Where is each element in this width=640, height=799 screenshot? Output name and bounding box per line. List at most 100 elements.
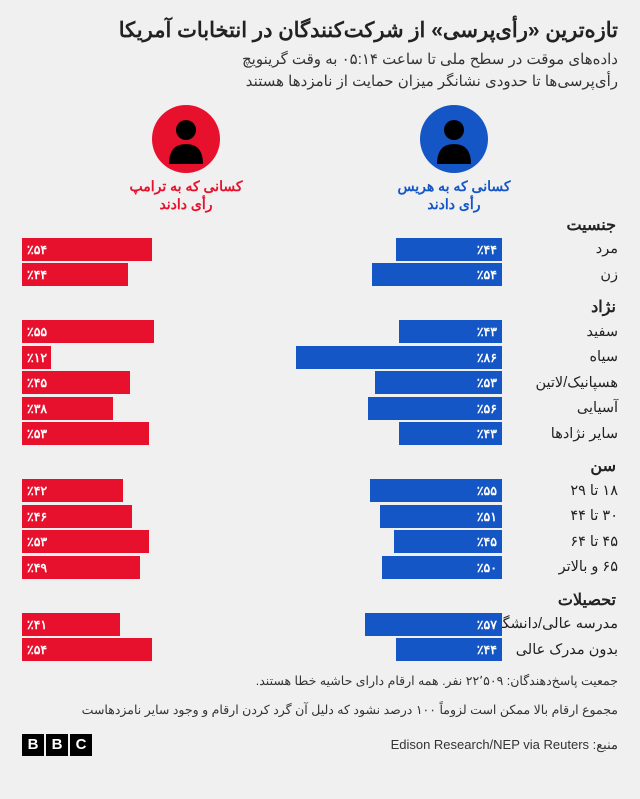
trump-half: ٪۴۲ <box>22 479 262 502</box>
trump-bar: ٪۴۲ <box>22 479 123 502</box>
chart-row: زن٪۵۴٪۴۴ <box>22 263 618 286</box>
trump-half: ٪۴۵ <box>22 371 262 394</box>
trump-half: ٪۳۸ <box>22 397 262 420</box>
trump-avatar <box>152 105 220 173</box>
subtitle: داده‌های موقت در سطح ملی تا ساعت ۰۵:۱۴ ب… <box>22 49 618 93</box>
person-icon <box>429 114 479 164</box>
trump-bar: ٪۵۵ <box>22 320 154 343</box>
trump-bar: ٪۴۵ <box>22 371 130 394</box>
bbc-letter: C <box>70 734 92 756</box>
harris-bar: ٪۴۴ <box>396 638 502 661</box>
chart-row: سیاه٪۸۶ ٪۱۲ <box>22 346 618 369</box>
harris-half: ٪۸۶ <box>262 346 502 369</box>
row-bars: ٪۵۴ ٪۴۴ <box>22 263 502 286</box>
trump-half: ٪۴۱ <box>22 613 262 636</box>
harris-bar: ٪۵۷ <box>365 613 502 636</box>
row-bars: ٪۵۵ ٪۴۲ <box>22 479 502 502</box>
trump-half: ٪۴۶ <box>22 505 262 528</box>
row-label: هسپانیک/لاتین <box>502 375 618 391</box>
row-label: مرد <box>502 241 618 257</box>
candidate-harris: کسانی که به هریس رأی دادند <box>397 105 510 213</box>
row-label: سیاه <box>502 349 618 365</box>
candidates-legend: کسانی که به هریس رأی دادند کسانی که به ت… <box>22 105 618 213</box>
harris-avatar <box>420 105 488 173</box>
harris-bar: ٪۴۳ <box>399 422 502 445</box>
group-title: تحصیلات <box>22 590 618 610</box>
harris-half: ٪۵۶ <box>262 397 502 420</box>
chart-group: سن۱۸ تا ۲۹٪۵۵٪۴۲۳۰ تا ۴۴٪۵۱٪۴۶۴۵ تا ۶۴٪۴… <box>22 456 618 579</box>
row-bars: ٪۵۱ ٪۴۶ <box>22 505 502 528</box>
harris-half: ٪۵۴ <box>262 263 502 286</box>
row-label: ۳۰ تا ۴۴ <box>502 508 618 524</box>
chart-group: تحصیلاتمدرسه عالی/دانشگاه٪۵۷٪۴۱بدون مدرک… <box>22 590 618 662</box>
harris-bar: ٪۵۶ <box>368 397 502 420</box>
harris-bar: ٪۵۵ <box>370 479 502 502</box>
row-bars: ٪۸۶ ٪۱۲ <box>22 346 502 369</box>
source: منبع: Edison Research/NEP via Reuters <box>391 737 618 753</box>
harris-half: ٪۵۵ <box>262 479 502 502</box>
harris-half: ٪۵۷ <box>262 613 502 636</box>
candidate-trump: کسانی که به ترامپ رأی دادند <box>130 105 243 213</box>
trump-bar: ٪۵۳ <box>22 422 149 445</box>
bbc-logo: B B C <box>22 734 92 756</box>
bbc-letter: B <box>46 734 68 756</box>
harris-half: ٪۵۳ <box>262 371 502 394</box>
harris-half: ٪۴۴ <box>262 238 502 261</box>
chart-row: ۶۵ و بالاتر٪۵۰ ٪۴۹ <box>22 556 618 579</box>
row-bars: ٪۴۳ ٪۵۵ <box>22 320 502 343</box>
row-bars: ٪۵۷ ٪۴۱ <box>22 613 502 636</box>
trump-bar: ٪۴۶ <box>22 505 132 528</box>
row-bars: ٪۴۵ ٪۵۳ <box>22 530 502 553</box>
row-label: ۶۵ و بالاتر <box>502 559 618 575</box>
trump-half: ٪۵۳ <box>22 422 262 445</box>
harris-bar: ٪۵۰ <box>382 556 502 579</box>
harris-bar: ٪۸۶ <box>296 346 502 369</box>
harris-bar: ٪۵۳ <box>375 371 502 394</box>
harris-half: ٪۵۰ <box>262 556 502 579</box>
harris-half: ٪۴۳ <box>262 320 502 343</box>
chart-group: جنسیتمرد٪۴۴٪۵۴زن٪۵۴٪۴۴ <box>22 215 618 287</box>
harris-bar: ٪۵۱ <box>380 505 502 528</box>
exit-poll-chart: جنسیتمرد٪۴۴٪۵۴زن٪۵۴٪۴۴نژادسفید٪۴۳٪۵۵سیاه… <box>22 215 618 662</box>
trump-bar: ٪۵۴ <box>22 638 152 661</box>
trump-half: ٪۵۴ <box>22 638 262 661</box>
trump-label: کسانی که به ترامپ رأی دادند <box>130 177 243 213</box>
trump-half: ٪۵۴ <box>22 238 262 261</box>
trump-bar: ٪۴۴ <box>22 263 128 286</box>
chart-row: سایر نژادها٪۴۳ ٪۵۳ <box>22 422 618 445</box>
chart-row: ۳۰ تا ۴۴٪۵۱ ٪۴۶ <box>22 505 618 528</box>
footnote-1: جمعیت پاسخ‌دهندگان: ۲۲٬۵۰۹ نفر. همه ارقا… <box>22 672 618 691</box>
trump-half: ٪۴۴ <box>22 263 262 286</box>
trump-half: ٪۴۹ <box>22 556 262 579</box>
trump-bar: ٪۳۸ <box>22 397 113 420</box>
row-bars: ٪۴۴ ٪۵۴ <box>22 238 502 261</box>
trump-bar: ٪۴۱ <box>22 613 120 636</box>
row-bars: ٪۵۶ ٪۳۸ <box>22 397 502 420</box>
chart-row: مدرسه عالی/دانشگاه٪۵۷٪۴۱ <box>22 613 618 636</box>
harris-half: ٪۵۱ <box>262 505 502 528</box>
harris-half: ٪۴۵ <box>262 530 502 553</box>
trump-bar: ٪۵۴ <box>22 238 152 261</box>
row-bars: ٪۴۳ ٪۵۳ <box>22 422 502 445</box>
chart-row: هسپانیک/لاتین٪۵۳ ٪۴۵ <box>22 371 618 394</box>
group-title: سن <box>22 456 618 476</box>
row-bars: ٪۵۰ ٪۴۹ <box>22 556 502 579</box>
page-title: تازه‌ترین «رأی‌پرسی» از شرکت‌کنندگان در … <box>22 18 618 43</box>
source-label: منبع: <box>593 737 618 752</box>
trump-half: ٪۵۵ <box>22 320 262 343</box>
harris-bar: ٪۴۴ <box>396 238 502 261</box>
row-label: سایر نژادها <box>502 426 618 442</box>
group-title: جنسیت <box>22 215 618 235</box>
trump-bar: ٪۵۳ <box>22 530 149 553</box>
harris-bar: ٪۴۵ <box>394 530 502 553</box>
chart-group: نژادسفید٪۴۳٪۵۵سیاه٪۸۶٪۱۲هسپانیک/لاتین٪۵۳… <box>22 297 618 445</box>
chart-row: مرد٪۴۴ ٪۵۴ <box>22 238 618 261</box>
row-label: سفید <box>502 324 618 340</box>
harris-half: ٪۴۳ <box>262 422 502 445</box>
trump-half: ٪۵۳ <box>22 530 262 553</box>
trump-bar: ٪۱۲ <box>22 346 51 369</box>
row-label: ۴۵ تا ۶۴ <box>502 534 618 550</box>
row-label: ۱۸ تا ۲۹ <box>502 483 618 499</box>
trump-bar: ٪۴۹ <box>22 556 140 579</box>
harris-label: کسانی که به هریس رأی دادند <box>397 177 510 213</box>
